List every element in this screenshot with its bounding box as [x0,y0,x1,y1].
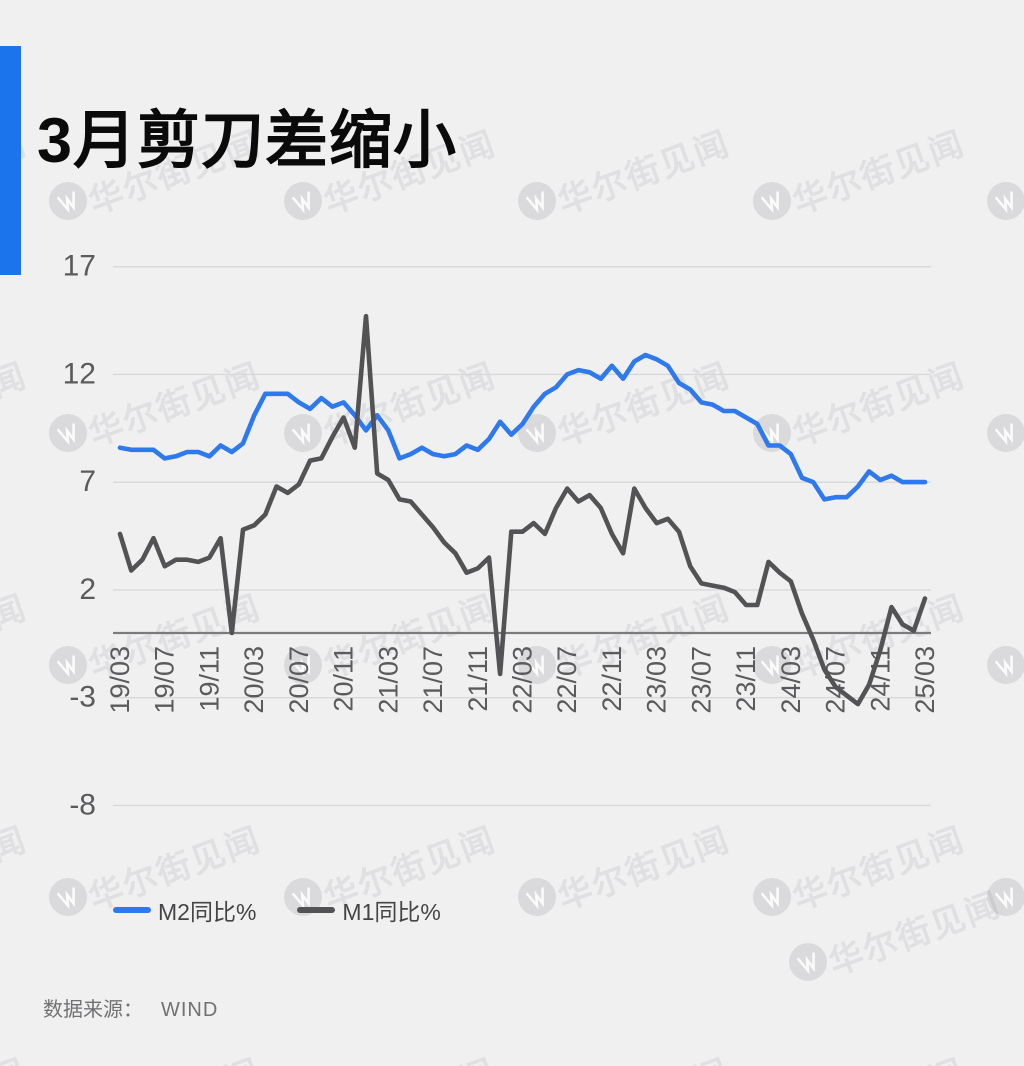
y-tick-label: -8 [69,788,96,821]
wallstreetcn-logo-icon [49,182,87,220]
y-tick-label: 17 [63,250,96,283]
page-title: 3月剪刀差缩小 [37,106,458,176]
x-tick-label: 24/03 [776,646,806,714]
x-tick-label: 25/03 [910,646,940,714]
m2-line-swatch [113,907,151,913]
x-tick-label: 21/11 [463,646,493,712]
wallstreetcn-logo-icon [283,646,322,684]
x-tick-label: 20/11 [329,646,359,712]
y-tick-label: 12 [63,357,96,390]
wallstreetcn-logo-icon [987,646,1024,684]
data-source: 数据来源： WIND [43,993,218,1022]
watermark-tile: 华尔街见闻 [49,821,349,918]
wallstreetcn-logo-icon [518,878,556,916]
y-gridlines [113,265,931,807]
watermark-tile: 华尔街见闻 [987,821,1024,918]
wallstreetcn-logo-icon [987,878,1024,916]
watermark-tile: 华尔街见闻 [987,125,1024,222]
wallstreetcn-logo-icon [752,878,791,916]
watermark-tile: 华尔街见闻 [518,821,818,918]
watermark-tile: 华尔街见闻 [789,886,1024,983]
y-tick-label: 2 [79,573,96,606]
x-tick-label: 19/07 [150,646,180,714]
x-tick-label: 23/03 [642,646,672,714]
watermark-tile: 华尔街见闻 [49,589,349,686]
wallstreetcn-logo-icon [789,943,827,981]
wallstreetcn-logo-icon [283,414,322,452]
m1-line-swatch [297,907,336,913]
wallstreetcn-logo-icon [49,878,87,916]
chart-legend: M2同比% M1同比% [113,893,441,927]
wallstreetcn-logo-icon [987,414,1024,452]
x-tick-label: 23/07 [686,646,716,714]
legend-item-m1: M1同比% [297,893,441,927]
data-source-value: WIND [161,999,219,1021]
x-tick-label: 22/03 [508,646,538,714]
watermark-tile: 华尔街见闻 [283,821,584,918]
watermark-tile: 华尔街见闻 [752,125,1024,222]
title-accent-bar [0,46,21,275]
watermark-tile: 华尔街见闻 [518,357,818,454]
y-tick-label: 7 [79,465,96,498]
data-source-label: 数据来源： [43,999,143,1021]
y-tick-label: -3 [69,681,96,714]
watermark-tile: 华尔街见闻 [752,357,1024,454]
x-tick-label: 23/11 [731,646,761,712]
watermark-tile: 华尔街见闻 [987,357,1024,454]
wallstreetcn-logo-icon [283,182,322,220]
m2-series-line [117,352,928,502]
wallstreetcn-logo-icon [987,182,1024,220]
x-tick-label: 24/07 [821,646,851,714]
wallstreetcn-logo-icon [518,414,556,452]
watermark-tile: 华尔街见闻 [518,125,818,222]
y-axis-tick-labels: 17 12 7 2 -3 -8 [63,250,96,822]
x-tick-label: 22/07 [552,646,582,714]
wallstreetcn-logo-icon [49,414,87,452]
legend-label-m1: M1同比% [342,899,441,925]
x-axis-tick-labels: 19/03 19/07 19/11 20/03 20/07 20/11 21/03 21/07… [105,646,940,714]
wallstreetcn-logo-icon [752,414,791,452]
watermark-tile: 华尔街见闻 [49,125,349,222]
x-tick-label: 21/07 [418,646,448,714]
x-tick-label: 20/03 [239,646,269,714]
legend-label-m2: M2同比% [158,899,257,925]
watermark-tile: 华尔街见闻 [49,357,349,454]
wallstreetcn-logo-icon [518,182,556,220]
x-tick-label: 21/03 [373,646,403,714]
wallstreetcn-logo-icon [752,182,791,220]
x-tick-label: 20/07 [284,646,314,714]
wallstreetcn-logo-icon [283,878,322,916]
watermark-tile: 华尔街见闻 [518,589,818,686]
watermark-tile: 华尔街见闻 [752,821,1024,918]
watermark-tile: 华尔街见闻 [283,589,584,686]
wallstreetcn-logo-icon [49,646,87,684]
wallstreetcn-logo-icon [752,646,791,684]
watermark-tile: 华尔街见闻 [987,589,1024,686]
x-tick-label: 22/11 [597,646,627,712]
watermark-tile: 华尔街见闻 [283,125,584,222]
wallstreetcn-logo-icon [518,646,556,684]
legend-item-m2: M2同比% [113,893,256,927]
m1-series-line [117,313,928,707]
watermark-tile: 华尔街见闻 [752,589,1024,686]
x-tick-label: 19/03 [105,646,135,714]
x-tick-label: 19/11 [194,646,224,712]
watermark-tile: 华尔街见闻 [283,357,584,454]
